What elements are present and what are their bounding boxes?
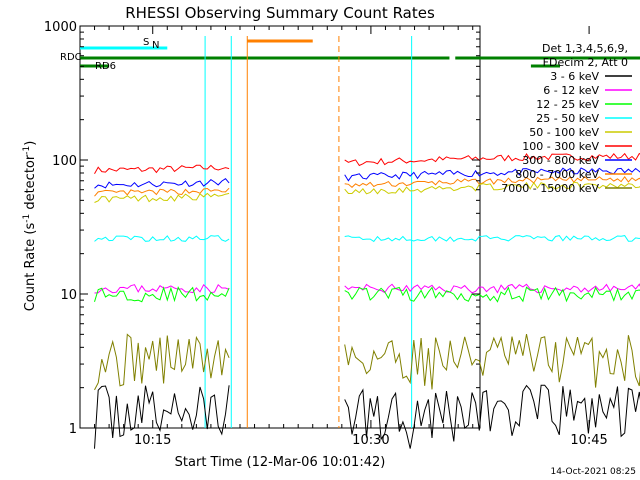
s-label: S [143, 37, 149, 48]
chart-title: RHESSI Observing Summary Count Rates [125, 4, 435, 22]
x-axis-label: Start Time (12-Mar-06 10:01:42) [175, 455, 386, 470]
series-line [94, 333, 230, 391]
series-line [344, 167, 640, 182]
y-tick-label: 1000 [44, 20, 77, 35]
y-tick-label: 1 [69, 422, 77, 437]
series-line [94, 286, 230, 303]
legend-header: Det 1,3,4,5,6,9, [542, 42, 628, 55]
series-line [94, 187, 230, 197]
series-line [94, 283, 230, 294]
plot-area: RDC RD6 S N [60, 25, 640, 449]
series-line [344, 152, 640, 167]
series-line [344, 175, 640, 188]
series-line [344, 334, 640, 390]
legend-label: 300 - 800 keV [522, 154, 599, 167]
x-tick-label: 10:15 [134, 433, 171, 448]
timestamp: 14-Oct-2021 08:25 [551, 467, 636, 477]
y-tick-label: 100 [52, 154, 77, 169]
legend-label: 800 - 7000 keV [515, 168, 599, 181]
legend-label: 12 - 25 keV [536, 98, 599, 111]
n-label: N [152, 40, 159, 51]
series-line [344, 181, 640, 195]
x-tick-label: 10:45 [570, 433, 607, 448]
series-line [94, 164, 230, 175]
legend-label: 3 - 6 keV [550, 70, 599, 83]
series-line [94, 235, 230, 242]
series-line [344, 286, 640, 303]
series-line [94, 178, 230, 189]
legend: Det 1,3,4,5,6,9,FDecim 2, Att 03 - 6 keV… [501, 42, 632, 195]
legend-label: 50 - 100 keV [529, 126, 599, 139]
y-axis: 1 10 100 1000 [44, 20, 480, 437]
rd6-label: RD6 [95, 61, 116, 72]
series-line [94, 385, 230, 449]
y-tick-label: 10 [60, 288, 77, 303]
legend-label: 100 - 300 keV [522, 140, 599, 153]
plot-frame [79, 25, 481, 429]
x-tick-label: 10:30 [352, 433, 389, 448]
y-axis-label: Count Rate (s-1 detector-1) [22, 141, 38, 312]
legend-label: 25 - 50 keV [536, 112, 599, 125]
series-line [344, 235, 640, 243]
legend-header: FDecim 2, Att 0 [543, 56, 628, 69]
series-line [94, 192, 230, 203]
legend-label: 6 - 12 keV [543, 84, 599, 97]
series-line [344, 384, 640, 449]
legend-label: 7000 - 15000 keV [501, 182, 599, 195]
rdc-label: RDC [60, 52, 82, 63]
series-line [344, 283, 640, 294]
